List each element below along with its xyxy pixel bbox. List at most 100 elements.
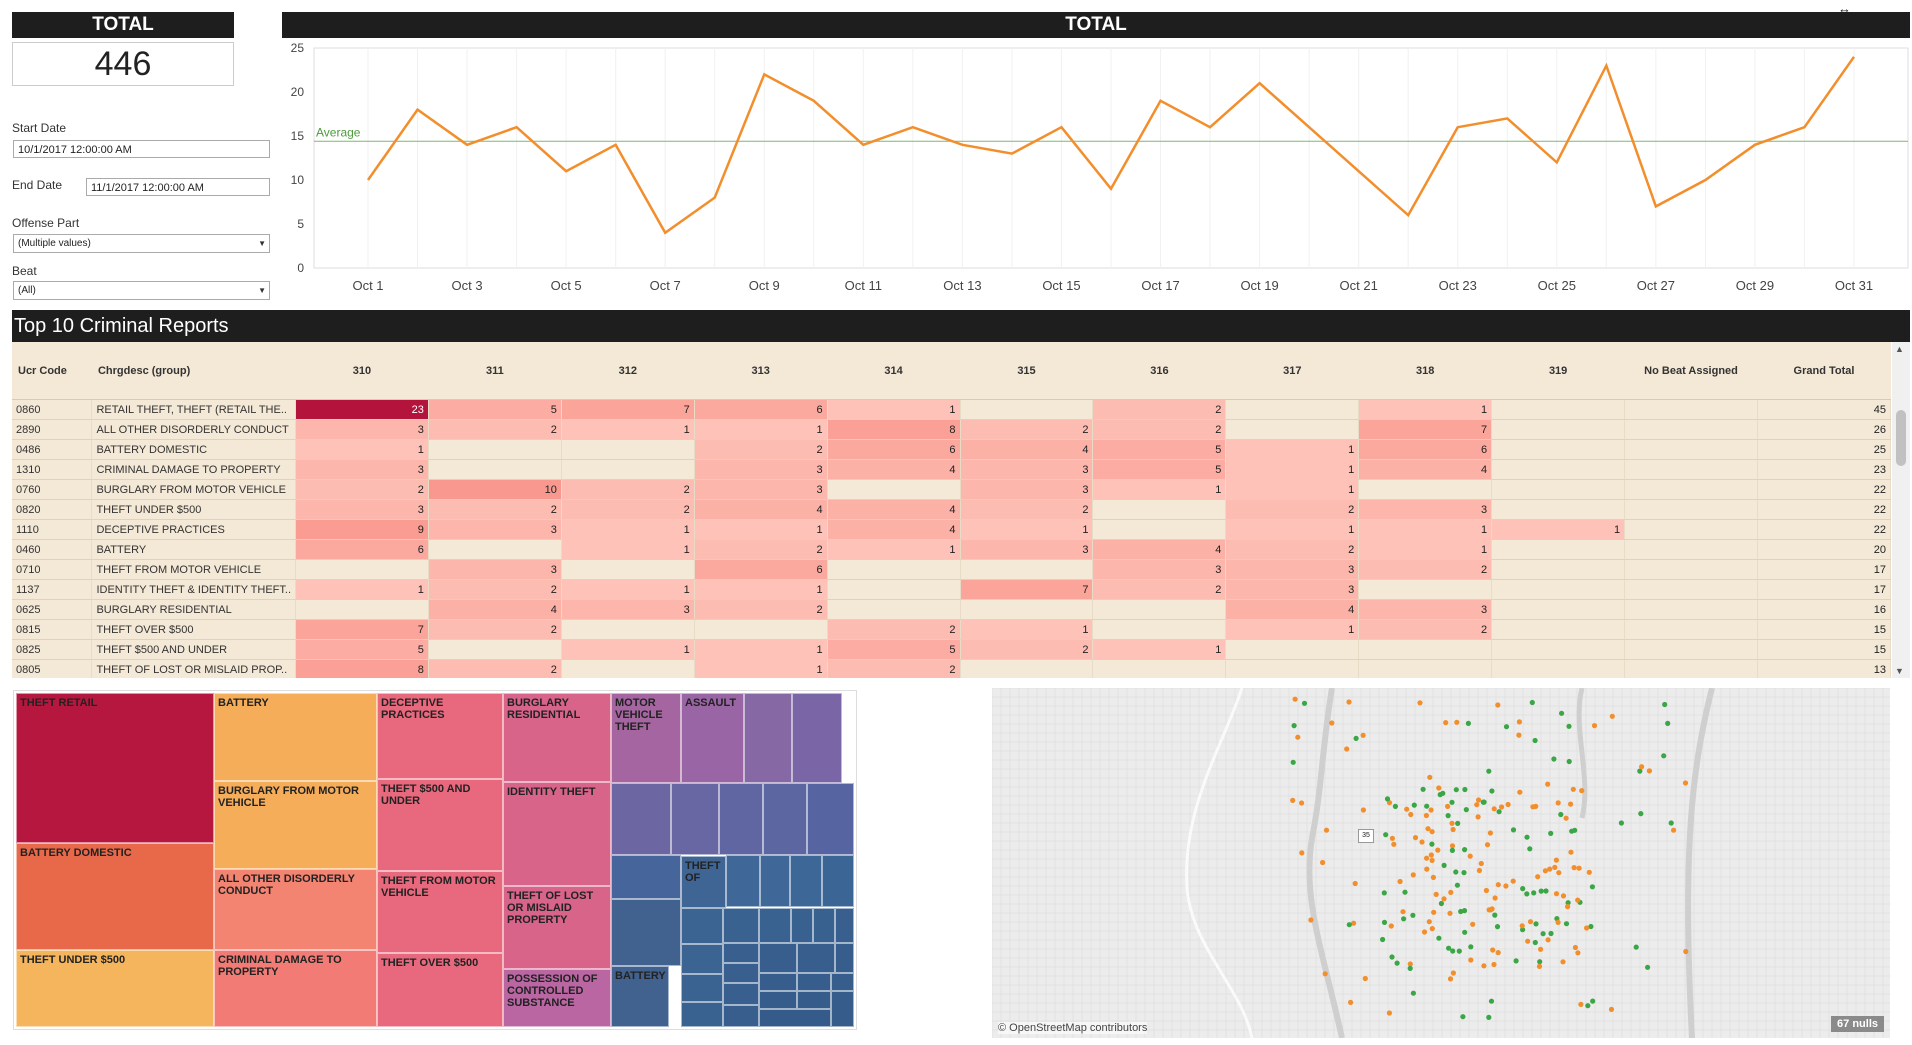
value-cell[interactable]: 5: [428, 399, 562, 420]
incident-point[interactable]: [1468, 944, 1474, 950]
column-header[interactable]: 315: [960, 342, 1093, 400]
treemap-cell[interactable]: [797, 973, 831, 991]
value-cell[interactable]: [1624, 399, 1758, 420]
incident-point[interactable]: [1419, 839, 1425, 845]
incident-point[interactable]: [1591, 723, 1598, 729]
incident-point[interactable]: [1537, 959, 1543, 965]
incident-point[interactable]: [1453, 869, 1459, 875]
incident-point[interactable]: [1532, 939, 1538, 946]
incident-point[interactable]: [1590, 998, 1596, 1004]
value-cell[interactable]: [1225, 399, 1360, 420]
treemap-cell[interactable]: BURGLARY RESIDENTIAL: [503, 693, 611, 782]
value-cell[interactable]: 1: [561, 579, 695, 600]
incident-point[interactable]: [1510, 827, 1517, 833]
incident-point[interactable]: [1402, 889, 1408, 895]
incident-point[interactable]: [1492, 895, 1498, 901]
data-point[interactable]: [1059, 125, 1063, 129]
value-cell[interactable]: 2: [428, 619, 562, 640]
incident-point[interactable]: [1462, 847, 1468, 853]
incident-point[interactable]: [1420, 786, 1426, 792]
value-cell[interactable]: [1092, 499, 1227, 520]
column-header[interactable]: Grand Total: [1757, 342, 1891, 400]
value-cell[interactable]: 1: [295, 439, 429, 460]
treemap-cell[interactable]: [835, 943, 854, 973]
incident-point[interactable]: [1427, 774, 1433, 780]
value-cell[interactable]: 6: [295, 539, 429, 560]
incident-point[interactable]: [1388, 923, 1394, 929]
incident-point[interactable]: [1535, 874, 1541, 880]
value-cell[interactable]: [1358, 659, 1493, 678]
incident-point[interactable]: [1424, 866, 1430, 872]
treemap-cell[interactable]: [611, 855, 681, 899]
treemap-cell[interactable]: [759, 943, 797, 973]
incident-point[interactable]: [1556, 870, 1562, 876]
treemap-cell[interactable]: [797, 991, 831, 1009]
incident-point[interactable]: [1530, 804, 1536, 810]
value-cell[interactable]: 4: [694, 499, 828, 520]
value-cell[interactable]: [561, 559, 695, 580]
data-point[interactable]: [614, 143, 618, 147]
incident-point[interactable]: [1558, 811, 1564, 818]
incident-point[interactable]: [1445, 813, 1451, 819]
incident-point[interactable]: [1320, 859, 1326, 866]
value-cell[interactable]: 1: [561, 519, 695, 540]
incident-point[interactable]: [1503, 883, 1509, 889]
incident-point[interactable]: [1536, 963, 1543, 969]
value-cell[interactable]: [960, 559, 1094, 580]
value-cell[interactable]: 4: [1358, 459, 1493, 480]
data-point[interactable]: [416, 108, 420, 112]
treemap-cell[interactable]: [723, 983, 759, 1005]
value-cell[interactable]: 10: [428, 479, 562, 500]
value-cell[interactable]: 4: [960, 439, 1094, 460]
treemap-cell[interactable]: [723, 1005, 759, 1027]
incident-point[interactable]: [1519, 923, 1525, 929]
incident-point[interactable]: [1668, 820, 1674, 826]
incident-point[interactable]: [1481, 799, 1487, 805]
incident-point[interactable]: [1447, 976, 1454, 982]
incident-point[interactable]: [1586, 869, 1592, 875]
data-point[interactable]: [515, 125, 519, 129]
treemap-cell[interactable]: BATTERY: [214, 693, 377, 781]
treemap-cell[interactable]: [813, 908, 835, 943]
incident-point[interactable]: [1575, 897, 1581, 903]
incident-point[interactable]: [1527, 846, 1533, 852]
value-cell[interactable]: 6: [827, 439, 961, 460]
treemap-cell[interactable]: [681, 908, 723, 944]
data-point[interactable]: [564, 169, 568, 173]
incident-point[interactable]: [1551, 756, 1557, 762]
value-cell[interactable]: 2: [428, 499, 562, 520]
incident-point[interactable]: [1486, 768, 1492, 774]
treemap-cell[interactable]: [791, 908, 813, 943]
data-point[interactable]: [1555, 160, 1559, 164]
treemap-cell[interactable]: [744, 693, 792, 783]
incident-point[interactable]: [1412, 835, 1419, 841]
incident-point[interactable]: [1496, 809, 1502, 815]
value-cell[interactable]: [1491, 639, 1626, 660]
incident-point[interactable]: [1494, 924, 1501, 930]
incident-point[interactable]: [1637, 768, 1643, 774]
value-cell[interactable]: 4: [827, 519, 961, 540]
value-cell[interactable]: 5: [1092, 459, 1227, 480]
incident-point[interactable]: [1608, 1006, 1615, 1012]
incident-point[interactable]: [1394, 960, 1400, 966]
incident-point[interactable]: [1384, 796, 1391, 802]
incident-point[interactable]: [1645, 964, 1651, 970]
data-point[interactable]: [465, 143, 469, 147]
value-cell[interactable]: [428, 439, 562, 460]
value-cell[interactable]: 1: [694, 419, 828, 440]
incident-point[interactable]: [1436, 935, 1442, 941]
incident-point[interactable]: [1488, 907, 1494, 913]
incident-point[interactable]: [1449, 847, 1455, 853]
incident-point[interactable]: [1531, 890, 1537, 896]
data-point[interactable]: [366, 178, 370, 182]
incident-point[interactable]: [1344, 746, 1350, 752]
incident-point[interactable]: [1462, 929, 1468, 935]
treemap-cell[interactable]: ASSAULT: [681, 693, 744, 783]
table-row[interactable]: 0820 THEFT UNDER $500 3 2 2 4 4 2 2 3 22: [12, 499, 1891, 520]
data-point[interactable]: [1307, 125, 1311, 129]
incident-point[interactable]: [1638, 811, 1644, 817]
incident-point[interactable]: [1671, 827, 1677, 833]
value-cell[interactable]: [1624, 519, 1758, 540]
offense-part-select[interactable]: (Multiple values) ▼: [13, 234, 270, 253]
column-header[interactable]: 312: [561, 342, 695, 400]
